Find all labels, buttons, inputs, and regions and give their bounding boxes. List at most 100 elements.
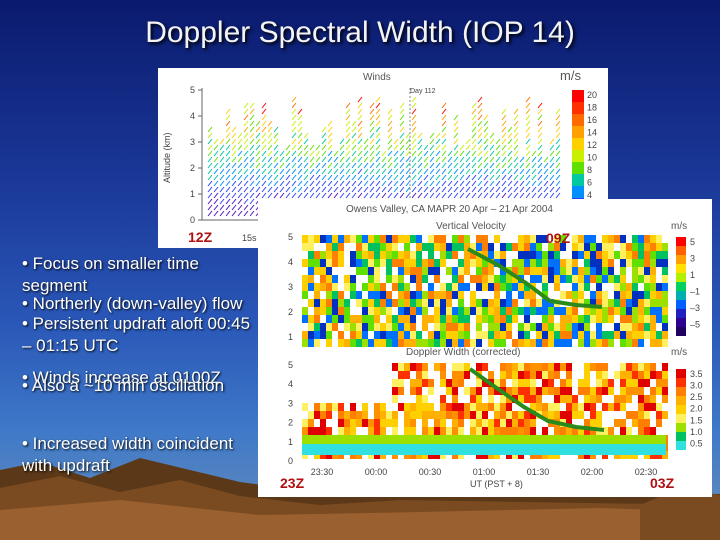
wind-barb [291,120,297,127]
heatmap-cell [338,427,344,435]
wind-barb [357,132,363,139]
heatmap-cell [524,291,530,299]
wind-barb [279,192,285,199]
heatmap-cell [584,371,590,379]
wind-barb [525,108,531,115]
heatmap-cell [584,235,590,243]
wind-barb [525,126,531,133]
wind-barb [207,168,213,175]
heatmap-cell [440,323,446,331]
wind-barb [225,162,231,169]
heatmap-cell [458,403,464,411]
heatmap-cell [608,315,614,323]
wind-barb [399,132,405,139]
heatmap-cell [446,307,452,315]
heatmap-cell [644,427,650,435]
heatmap-cell [488,235,494,243]
wind-barb [243,120,249,127]
wind-barb [471,162,477,169]
wind-barb [555,168,561,175]
heatmap-cell [500,323,506,331]
wind-barb [549,144,555,151]
wind-barb [231,168,237,175]
wind-barb [213,198,219,205]
wind-barb [495,162,501,169]
heatmap-cell [590,331,596,339]
wind-barb [441,156,447,163]
wind-barb [327,186,333,193]
heatmap-cell [614,235,620,243]
wind-barb [327,174,333,181]
heatmap-cell [626,315,632,323]
wind-barb [357,162,363,169]
winds-cbar-tick: 10 [587,153,597,163]
heatmap-cell [620,275,626,283]
heatmap-cell [512,307,518,315]
heatmap-cell [656,299,662,307]
heatmap-cell [440,283,446,291]
wind-barb [417,162,423,169]
heatmap-cell [440,251,446,259]
heatmap-cell [392,419,398,427]
heatmap-cell [434,267,440,275]
wind-barb [243,198,249,205]
heatmap-cell [626,275,632,283]
wind-barb [363,156,369,163]
heatmap-cell [350,323,356,331]
wind-barb [225,210,231,217]
heatmap-cell [518,371,524,379]
heatmap-cell [320,259,326,267]
wind-barb [213,162,219,169]
wind-barb [459,192,465,199]
heatmap-cell [500,315,506,323]
heatmap-cell [440,307,446,315]
wind-barb [351,132,357,139]
wind-barb [387,114,393,121]
heatmap-cell [422,379,428,387]
heatmap-cell [314,251,320,259]
wind-barb [297,192,303,199]
vv-units: m/s [671,221,687,232]
heatmap-cell [524,411,530,419]
wind-barb [345,138,351,145]
bullet-updraft: • Persistent updraft aloft 00:45 – 01:15… [22,314,251,355]
heatmap-cell [518,315,524,323]
heatmap-cell [554,251,560,259]
wind-barb [219,138,225,145]
wind-barb [405,138,411,145]
wind-barb [543,162,549,169]
heatmap-cell [416,299,422,307]
heatmap-cell [560,259,566,267]
wind-barb [249,132,255,139]
wind-barb [345,150,351,157]
wind-barb [555,138,561,145]
heatmap-cell [386,243,392,251]
heatmap-cell [344,323,350,331]
heatmap-cell [374,243,380,251]
heatmap-cell [518,251,524,259]
heatmap-cell [392,235,398,243]
heatmap-cell [374,275,380,283]
heatmap-cell [308,427,314,435]
heatmap-cell [392,259,398,267]
heatmap-cell [518,387,524,395]
winds-ytick: 5 [190,85,195,95]
heatmap-cell [560,275,566,283]
heatmap-cell [578,403,584,411]
heatmap-cell [656,419,662,427]
heatmap-cell [488,315,494,323]
heatmap-cell [530,251,536,259]
heatmap-cell [446,235,452,243]
heatmap-cell [602,387,608,395]
heatmap-cell [632,267,638,275]
heatmap-cell [302,259,308,267]
heatmap-cell [512,291,518,299]
heatmap-cell [500,331,506,339]
wind-barb [399,156,405,163]
heatmap-cell [458,411,464,419]
wind-barb [303,168,309,175]
heatmap-cell [644,235,650,243]
wind-barb [291,144,297,151]
heatmap-cell [452,315,458,323]
heatmap-cell [392,251,398,259]
